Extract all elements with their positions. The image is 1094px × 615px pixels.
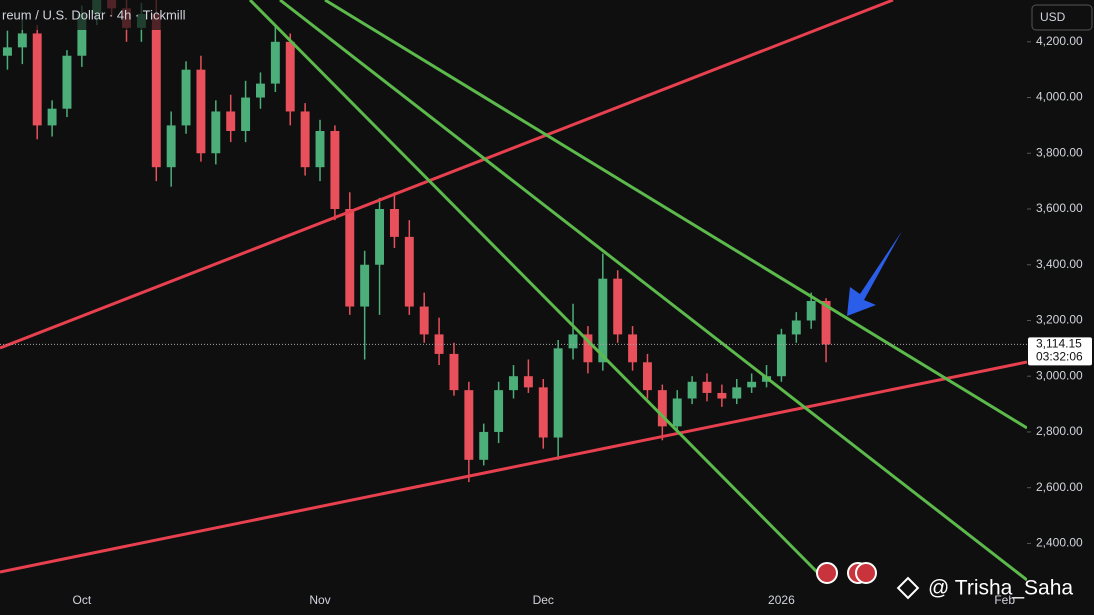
x-tick-label: Oct (73, 593, 92, 607)
candle-body (375, 209, 385, 265)
candle-body (776, 334, 786, 377)
candle-body (226, 111, 236, 131)
candle-body (553, 348, 563, 438)
candle-body (270, 41, 280, 84)
candle-body (806, 300, 816, 321)
candle-body (300, 111, 310, 168)
candle-body (196, 69, 206, 154)
candle-body (687, 381, 697, 399)
candle-body (732, 387, 742, 399)
currency-button[interactable] (1031, 4, 1093, 31)
candle-body (479, 431, 489, 460)
candle-body (166, 125, 176, 168)
trendline (248, 0, 822, 577)
candle-body (345, 209, 355, 307)
title-bg (0, 0, 215, 30)
x-tick-label: Feb (994, 593, 1015, 607)
last-price-box (1028, 337, 1092, 366)
y-tick-label: 3,400.00 (1036, 257, 1083, 271)
candle-body (821, 300, 831, 345)
candle-body (315, 130, 325, 168)
x-tick-label: Nov (309, 593, 330, 607)
y-tick-label: 3,200.00 (1036, 313, 1083, 327)
candle-body (464, 390, 474, 460)
candle-body (672, 398, 682, 427)
candle-body (256, 83, 265, 98)
candle-body (419, 306, 429, 335)
candle-body (538, 387, 548, 438)
y-tick-label: 3,800.00 (1036, 145, 1083, 159)
watermark: @ Trisha_Saha (928, 577, 1073, 600)
candle-body (642, 362, 652, 391)
candle-body (628, 334, 638, 363)
y-tick-label: 4,200.00 (1036, 34, 1083, 48)
candle-body (449, 353, 459, 391)
candle-body (657, 390, 667, 427)
candle-body (330, 130, 340, 210)
candle-body (717, 392, 727, 399)
candle-body (598, 278, 608, 363)
candle-body (389, 209, 399, 237)
y-tick-label: 2,800.00 (1036, 424, 1083, 438)
x-tick-label: Dec (533, 593, 554, 607)
y-tick-label: 3,000.00 (1036, 368, 1083, 382)
chart-title: reum / U.S. Dollar · 4h · Tickmill (2, 7, 186, 22)
candle-body (62, 55, 72, 109)
candle-body (211, 111, 221, 154)
trendlines (0, 0, 1027, 582)
candle-body (47, 108, 57, 126)
candle-body (523, 376, 533, 388)
candle-body (434, 334, 444, 354)
candle-body (494, 390, 504, 432)
candle-body (2, 47, 12, 56)
trendline (324, 0, 1027, 430)
candle-body (404, 236, 414, 307)
y-tick-label: 2,600.00 (1036, 480, 1083, 494)
watermark-icon (896, 576, 920, 600)
x-tick-label: 2026 (768, 593, 795, 607)
countdown: 03:32:06 (1036, 350, 1083, 364)
candle-body (568, 334, 578, 349)
last-price-label: 3,114.15 (1036, 337, 1082, 351)
currency[interactable]: USD (1040, 10, 1066, 24)
trendline (0, 0, 894, 350)
candle-body (181, 69, 191, 126)
trendline (279, 0, 1027, 582)
candle-body (241, 97, 251, 131)
candle-body (32, 33, 42, 126)
candle-body (509, 376, 518, 391)
candle-body (747, 381, 757, 388)
candle-body (583, 334, 593, 363)
y-tick-label: 3,600.00 (1036, 201, 1083, 215)
candle-body (77, 13, 87, 56)
arrow-annotation (847, 231, 902, 316)
y-tick-label: 4,000.00 (1036, 90, 1083, 104)
candle-body (613, 278, 623, 335)
candle-body (702, 381, 712, 393)
candle-body (360, 264, 370, 307)
trendline (0, 360, 1027, 574)
candle-body (17, 33, 27, 48)
candle-body (791, 320, 801, 335)
y-tick-label: 2,400.00 (1036, 536, 1083, 550)
candle-body (151, 13, 161, 168)
event-icons (816, 562, 877, 584)
candle-body (285, 41, 295, 112)
